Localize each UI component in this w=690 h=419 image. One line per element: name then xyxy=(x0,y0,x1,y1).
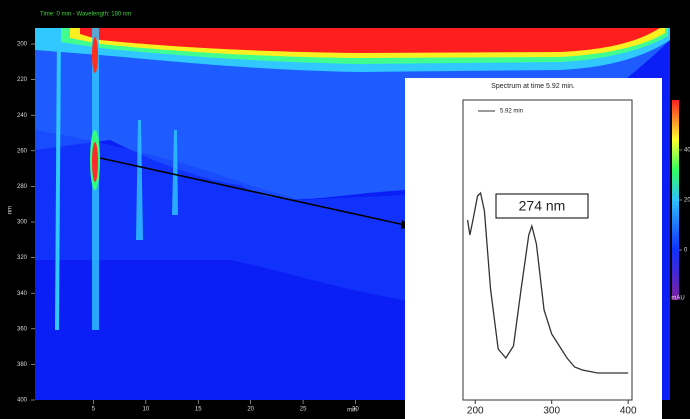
inset-title: Spectrum at time 5.92 min. xyxy=(491,83,575,90)
colorbar xyxy=(672,100,679,300)
y-tick-label: 300 xyxy=(17,220,28,226)
x-tick-label: 5 xyxy=(92,407,96,413)
contour-streak xyxy=(55,28,61,330)
x-tick-label: 10 xyxy=(142,407,149,413)
contour-streak xyxy=(136,120,143,240)
y-tick-label: 260 xyxy=(17,148,28,154)
contour-level xyxy=(35,130,405,300)
annotation: 274 nm xyxy=(519,198,566,214)
inset-frame xyxy=(462,99,633,401)
y-tick-label: 200 xyxy=(17,42,28,48)
contour-level xyxy=(80,28,660,53)
x-tick-label: 300 xyxy=(543,406,560,417)
y-tick-label: 320 xyxy=(17,255,28,261)
colorbar-tick-label: 40 xyxy=(684,148,690,154)
x-tick-label: 400 xyxy=(620,406,637,417)
contour-peak xyxy=(92,37,98,73)
colorbar-label: mAU xyxy=(671,296,684,302)
y-axis-label: nm xyxy=(8,206,14,214)
x-tick-label: 200 xyxy=(467,406,484,417)
y-tick-label: 360 xyxy=(17,326,28,332)
x-tick-label: 15 xyxy=(195,407,202,413)
inset-panel xyxy=(405,78,662,419)
y-tick-label: 240 xyxy=(17,113,28,119)
y-tick-label: 380 xyxy=(17,362,28,368)
y-tick-label: 280 xyxy=(17,184,28,190)
contour-streak xyxy=(172,130,178,215)
y-tick-label: 220 xyxy=(17,77,28,83)
y-tick-label: 340 xyxy=(17,291,28,297)
annotation-box xyxy=(495,193,589,219)
y-tick-label: 400 xyxy=(17,398,28,404)
x-axis-label: min xyxy=(347,408,357,414)
x-tick-label: 30 xyxy=(352,407,359,413)
x-tick-label: 25 xyxy=(300,407,307,413)
contour-peak xyxy=(92,142,98,182)
arrow xyxy=(99,157,406,226)
spectrum-line xyxy=(466,191,629,374)
x-tick-label: 20 xyxy=(247,407,254,413)
colorbar-tick-label: 20 xyxy=(684,198,690,204)
legend-label: 5.92 min xyxy=(500,109,523,115)
plot-header: Time: 0 min - Wavelength: 180 nm xyxy=(40,12,131,18)
colorbar-tick-label: 0 xyxy=(684,248,688,254)
